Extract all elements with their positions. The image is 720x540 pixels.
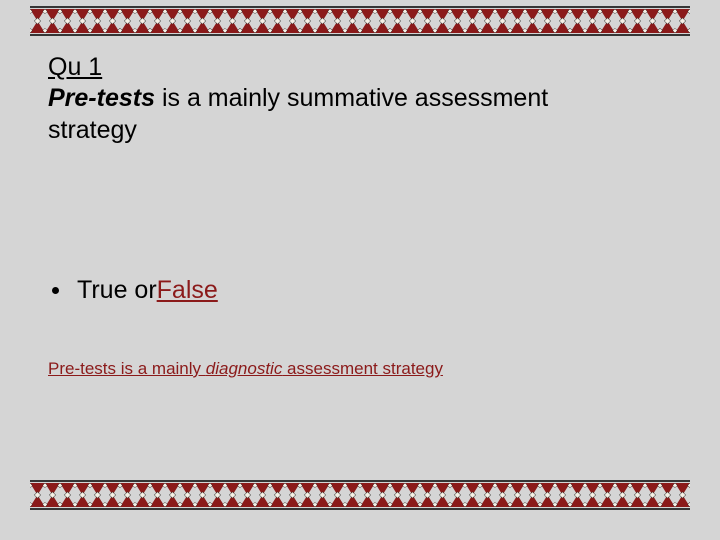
question-emph: Pre-tests	[48, 84, 155, 112]
bullet-icon	[52, 287, 59, 294]
question-heading: Qu 1 Pre-tests is a mainly summative ass…	[48, 52, 672, 146]
answer-post: assessment strategy	[282, 359, 443, 378]
answer-pre: Pre-tests is a mainly	[48, 359, 206, 378]
true-false-bullet: True or False	[48, 276, 672, 305]
answer-text: Pre-tests is a mainly diagnostic assessm…	[48, 359, 672, 379]
slide-content: Qu 1 Pre-tests is a mainly summative ass…	[48, 52, 672, 379]
question-text-3: strategy	[48, 116, 137, 144]
tf-prefix: True or	[77, 276, 157, 305]
answer-emph: diagnostic	[206, 359, 283, 378]
tf-false: False	[157, 276, 218, 305]
decorative-border-top	[30, 6, 690, 36]
question-number: Qu 1	[48, 53, 102, 81]
decorative-border-bottom	[30, 480, 690, 510]
question-text-2: is a mainly summative assessment	[155, 84, 548, 112]
